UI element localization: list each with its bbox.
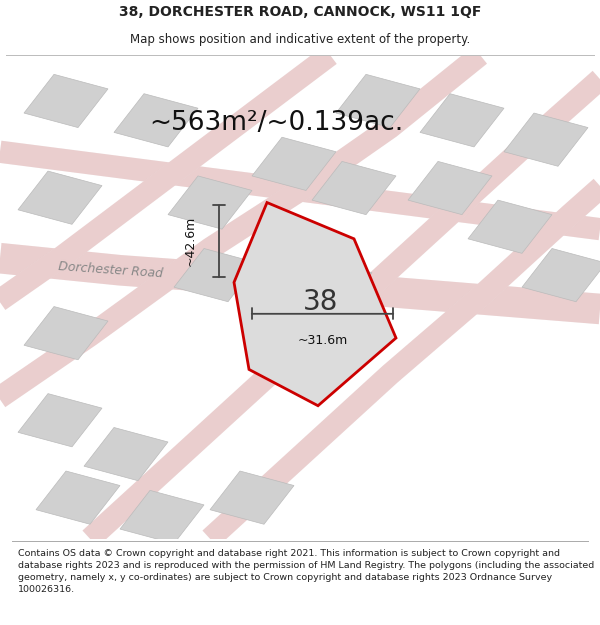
Polygon shape	[114, 94, 198, 147]
Polygon shape	[336, 74, 420, 128]
Polygon shape	[24, 306, 108, 360]
Text: Dorchester Road: Dorchester Road	[58, 260, 164, 281]
Text: ~31.6m: ~31.6m	[298, 334, 347, 347]
Polygon shape	[522, 249, 600, 302]
Polygon shape	[234, 202, 396, 406]
Polygon shape	[120, 491, 204, 544]
Text: Contains OS data © Crown copyright and database right 2021. This information is : Contains OS data © Crown copyright and d…	[18, 549, 594, 594]
Polygon shape	[174, 249, 258, 302]
Polygon shape	[468, 200, 552, 253]
Text: 38: 38	[304, 288, 338, 316]
Polygon shape	[288, 258, 372, 311]
Polygon shape	[168, 176, 252, 229]
Polygon shape	[18, 394, 102, 447]
Polygon shape	[210, 471, 294, 524]
Polygon shape	[24, 74, 108, 128]
Polygon shape	[18, 171, 102, 224]
Polygon shape	[504, 113, 588, 166]
Polygon shape	[420, 94, 504, 147]
Polygon shape	[252, 138, 336, 191]
Text: ~563m²/~0.139ac.: ~563m²/~0.139ac.	[149, 110, 403, 136]
Polygon shape	[36, 471, 120, 524]
Polygon shape	[312, 161, 396, 214]
Text: 38, DORCHESTER ROAD, CANNOCK, WS11 1QF: 38, DORCHESTER ROAD, CANNOCK, WS11 1QF	[119, 5, 481, 19]
Polygon shape	[408, 161, 492, 214]
Polygon shape	[84, 428, 168, 481]
Text: Map shows position and indicative extent of the property.: Map shows position and indicative extent…	[130, 33, 470, 46]
Text: ~42.6m: ~42.6m	[184, 216, 197, 266]
